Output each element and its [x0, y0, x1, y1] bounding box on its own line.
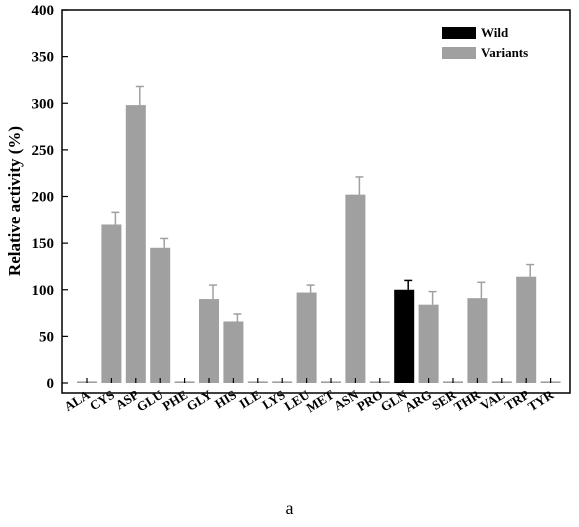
x-tick-label: HIS — [212, 387, 239, 412]
legend-swatch-wild — [442, 27, 476, 39]
legend: Wild Variants — [442, 25, 528, 60]
bar-his — [223, 321, 243, 383]
x-axis-ticks: ALACYSASPGLUPHEGLYHISILELYSLEUMETASNPROG… — [61, 378, 556, 415]
bar-arg — [419, 305, 439, 383]
y-tick-label: 150 — [32, 236, 55, 252]
bar-glu — [150, 248, 170, 383]
y-tick-label: 300 — [32, 96, 55, 112]
x-tick-label: GLY — [184, 387, 215, 414]
bar-asn — [345, 195, 365, 383]
error-bars — [111, 86, 534, 321]
y-tick-label: 250 — [32, 143, 55, 159]
y-tick-label: 200 — [32, 190, 55, 206]
bar-gly — [199, 299, 219, 383]
legend-label-variants: Variants — [481, 45, 528, 60]
y-tick-label: 350 — [32, 50, 55, 66]
bar-gln — [394, 290, 414, 383]
y-tick-label: 400 — [32, 3, 55, 19]
legend-label-wild: Wild — [481, 25, 509, 40]
legend-swatch-variants — [442, 47, 476, 59]
y-axis-title: Relative activity (%) — [5, 126, 24, 276]
bar-thr — [467, 298, 487, 383]
x-tick-label: TYR — [525, 387, 557, 415]
bar-cys — [101, 224, 121, 383]
y-tick-label: 50 — [39, 329, 54, 345]
bar-asp — [126, 105, 146, 383]
bars — [77, 105, 561, 383]
bar-leu — [297, 293, 317, 383]
y-tick-label: 0 — [47, 376, 55, 392]
bar-trp — [516, 277, 536, 383]
y-tick-label: 100 — [32, 283, 55, 299]
figure-caption: a — [0, 498, 579, 519]
